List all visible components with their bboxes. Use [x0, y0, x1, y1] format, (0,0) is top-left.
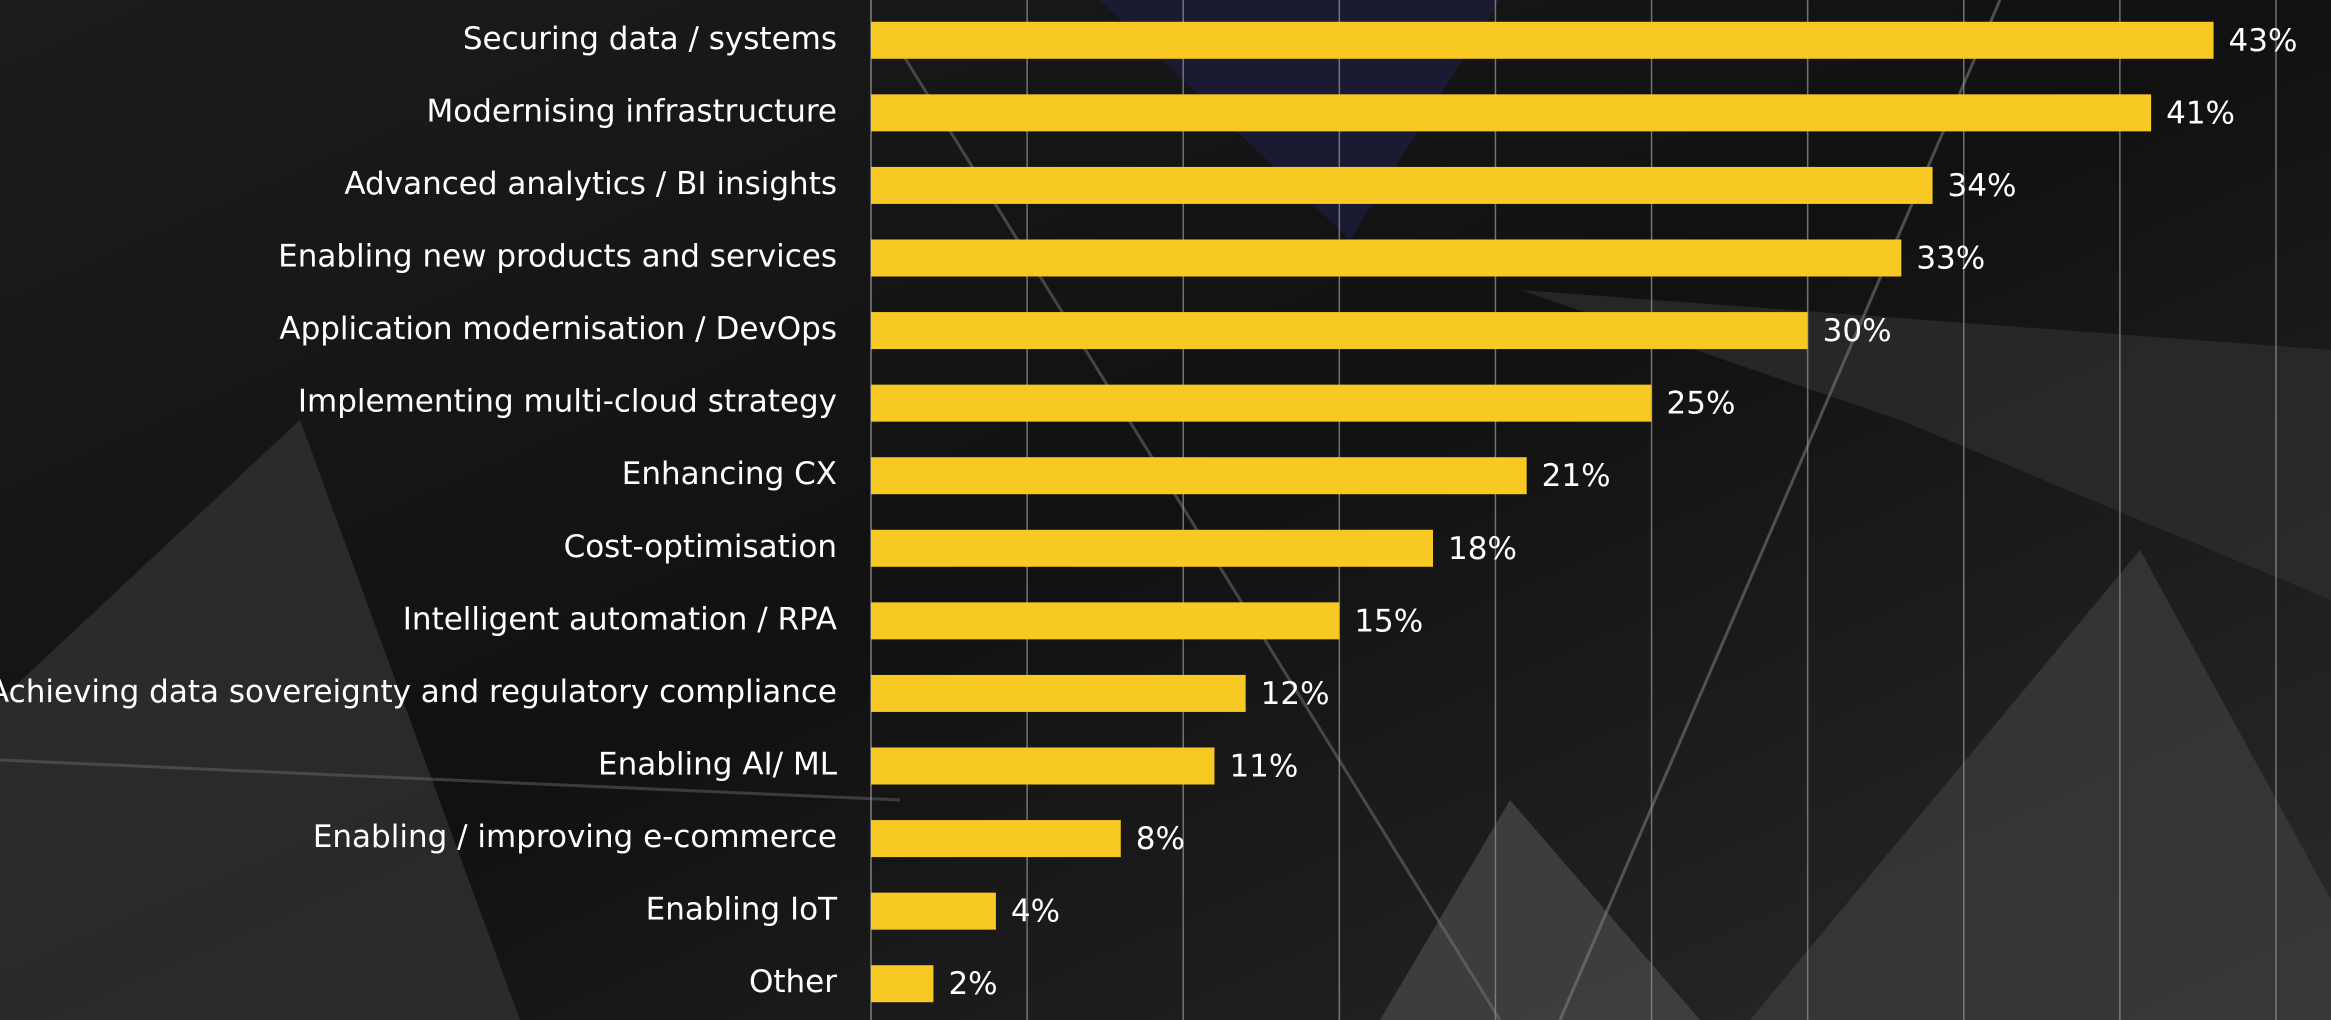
- value-label: 25%: [1667, 386, 1736, 422]
- value-label: 8%: [1136, 821, 1185, 857]
- value-label: 43%: [2229, 23, 2298, 59]
- bar: [871, 94, 2152, 132]
- category-label: Advanced analytics / BI insights: [344, 166, 837, 202]
- category-label: Implementing multi-cloud strategy: [298, 384, 837, 420]
- value-label: 18%: [1448, 531, 1517, 567]
- value-label: 2%: [948, 966, 997, 1002]
- category-label: Enabling IoT: [646, 892, 838, 928]
- background-shape: [0, 420, 520, 1020]
- category-label: Enabling AI/ ML: [598, 747, 838, 783]
- value-label: 4%: [1011, 894, 1060, 930]
- category-label: Enabling / improving e-commerce: [313, 819, 837, 855]
- bar: [871, 820, 1121, 858]
- bar: [871, 21, 2214, 59]
- bar: [871, 747, 1215, 785]
- value-label: 33%: [1916, 241, 1985, 277]
- value-label: 30%: [1823, 313, 1892, 349]
- background-shape: [1520, 290, 2331, 600]
- category-label: Enhancing CX: [622, 456, 837, 492]
- category-label: Achieving data sovereignty and regulator…: [0, 674, 837, 710]
- bar: [871, 892, 996, 930]
- bar: [871, 312, 1808, 350]
- category-label: Other: [749, 964, 837, 1000]
- background-shape: [1380, 800, 1700, 1020]
- category-label: Securing data / systems: [463, 21, 837, 57]
- category-label: Cost-optimisation: [564, 529, 837, 565]
- value-label: 34%: [1948, 168, 2017, 204]
- category-label: Modernising infrastructure: [427, 93, 837, 129]
- bar: [871, 529, 1433, 567]
- bar: [871, 239, 1902, 277]
- bar: [871, 674, 1246, 712]
- bar: [871, 965, 934, 1003]
- value-label: 21%: [1542, 458, 1611, 494]
- bar: [871, 602, 1340, 640]
- bar: [871, 457, 1527, 495]
- background-shape: [1750, 550, 2331, 1020]
- value-label: 12%: [1261, 676, 1330, 712]
- value-label: 15%: [1354, 603, 1423, 639]
- background-line: [0, 758, 901, 802]
- bar: [871, 166, 1933, 204]
- category-label: Application modernisation / DevOps: [279, 311, 837, 347]
- category-label: Intelligent automation / RPA: [403, 601, 837, 637]
- category-label: Enabling new products and services: [278, 239, 837, 275]
- value-label: 11%: [1229, 749, 1298, 785]
- value-label: 41%: [2166, 95, 2235, 131]
- bar: [871, 384, 1652, 422]
